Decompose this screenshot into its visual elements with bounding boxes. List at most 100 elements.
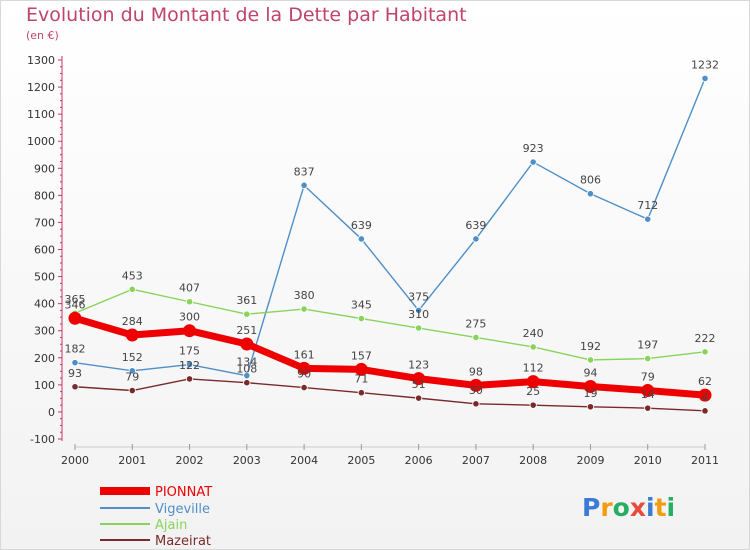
data-label: 161 xyxy=(294,348,315,361)
data-point xyxy=(472,235,480,243)
chart-subtitle: (en €) xyxy=(26,29,59,42)
legend-label-pionnat: PIONNAT xyxy=(155,485,212,500)
data-point xyxy=(583,379,597,393)
data-point xyxy=(240,337,254,351)
data-label: 71 xyxy=(354,373,368,386)
data-label: 346 xyxy=(65,298,86,311)
proxiti-logo: Proxiti xyxy=(582,493,675,522)
data-point xyxy=(644,215,652,223)
data-point xyxy=(529,158,537,166)
data-point xyxy=(357,389,365,397)
data-label: 112 xyxy=(523,362,544,375)
data-point xyxy=(644,354,652,363)
data-point xyxy=(71,359,79,367)
x-tick-label: 2009 xyxy=(576,454,604,467)
data-label: 197 xyxy=(637,339,658,352)
data-label: 14 xyxy=(641,388,655,401)
data-point xyxy=(357,235,365,243)
y-tick-label: 0 xyxy=(48,406,55,419)
x-tick-label: 2004 xyxy=(290,454,318,467)
x-tick-label: 2006 xyxy=(405,454,433,467)
data-labels: 346 284 300 251 161 157 123 98 112 94 79 62 182 152 17… xyxy=(65,58,720,403)
data-label: 1232 xyxy=(691,58,719,71)
data-label: 284 xyxy=(122,315,143,328)
logo-letter: P xyxy=(582,493,600,522)
data-point xyxy=(185,360,194,369)
data-point xyxy=(185,375,194,383)
data-label: 157 xyxy=(351,349,372,362)
data-label: 361 xyxy=(236,294,257,307)
data-label: 806 xyxy=(580,174,601,187)
data-label: 4 xyxy=(702,391,709,404)
data-label: 275 xyxy=(465,317,486,330)
logo-letter: i xyxy=(646,493,655,522)
data-point xyxy=(185,298,194,306)
logo-letter: x xyxy=(630,493,646,522)
data-point xyxy=(415,324,423,332)
data-point xyxy=(300,181,308,189)
legend-label-ajain: Ajain xyxy=(155,518,187,533)
x-tick-label: 2005 xyxy=(347,454,375,467)
y-tick-label: 100 xyxy=(34,379,55,392)
data-point xyxy=(71,383,79,391)
data-point xyxy=(243,372,251,380)
x-tick-label: 2000 xyxy=(61,454,89,467)
data-point xyxy=(701,74,709,83)
data-label: 222 xyxy=(695,332,716,345)
data-point xyxy=(300,383,308,392)
data-point xyxy=(701,407,709,415)
data-label: 90 xyxy=(297,368,311,381)
data-label: 79 xyxy=(641,371,655,384)
data-label: 30 xyxy=(469,384,483,397)
data-point xyxy=(529,343,537,351)
series-lines xyxy=(68,74,712,415)
data-point xyxy=(128,367,136,375)
data-label: 93 xyxy=(68,367,82,380)
data-point xyxy=(586,356,595,364)
data-label: 251 xyxy=(236,324,257,337)
data-point xyxy=(415,306,423,315)
data-label: 712 xyxy=(637,199,658,212)
y-tick-label: 1300 xyxy=(27,54,55,67)
data-point xyxy=(641,384,655,398)
y-tick-label: 900 xyxy=(34,162,55,175)
x-tick-label: 2001 xyxy=(118,454,146,467)
data-label: 365 xyxy=(65,293,86,306)
series-line-vigeville xyxy=(74,77,706,377)
data-point xyxy=(412,372,426,386)
data-point xyxy=(357,314,365,323)
x-tick-label: 2007 xyxy=(462,454,490,467)
y-tick-label: 1200 xyxy=(27,81,55,94)
data-label: 122 xyxy=(179,359,200,372)
data-point xyxy=(698,388,712,402)
data-point xyxy=(701,348,709,356)
data-label: 345 xyxy=(351,299,372,312)
y-tick-label: -100 xyxy=(30,433,55,446)
data-label: 98 xyxy=(469,365,483,378)
chart-title: Evolution du Montant de la Dette par Hab… xyxy=(26,4,467,26)
data-label: 108 xyxy=(236,363,257,376)
data-point xyxy=(300,305,308,313)
data-point xyxy=(354,362,368,376)
x-tick-label: 2010 xyxy=(634,454,662,467)
y-tick-label: 700 xyxy=(34,216,55,229)
data-label: 380 xyxy=(294,289,315,302)
data-point xyxy=(529,401,537,409)
data-label: 175 xyxy=(179,345,200,358)
data-label: 25 xyxy=(526,385,540,398)
data-point xyxy=(526,375,540,389)
data-point xyxy=(128,285,136,293)
logo-letter: r xyxy=(600,493,613,522)
data-label: 79 xyxy=(125,371,139,384)
series-line-ajain xyxy=(74,288,706,361)
data-label: 62 xyxy=(698,375,712,388)
series-line-pionnat xyxy=(71,314,709,399)
data-label: 300 xyxy=(179,311,200,324)
data-point xyxy=(125,328,139,342)
legend-label-vigeville: Vigeville xyxy=(155,502,210,517)
data-label: 192 xyxy=(580,340,601,353)
y-tick-label: 500 xyxy=(34,271,55,284)
logo-text: Proxiti xyxy=(582,493,675,522)
y-tick-label: 800 xyxy=(34,189,55,202)
